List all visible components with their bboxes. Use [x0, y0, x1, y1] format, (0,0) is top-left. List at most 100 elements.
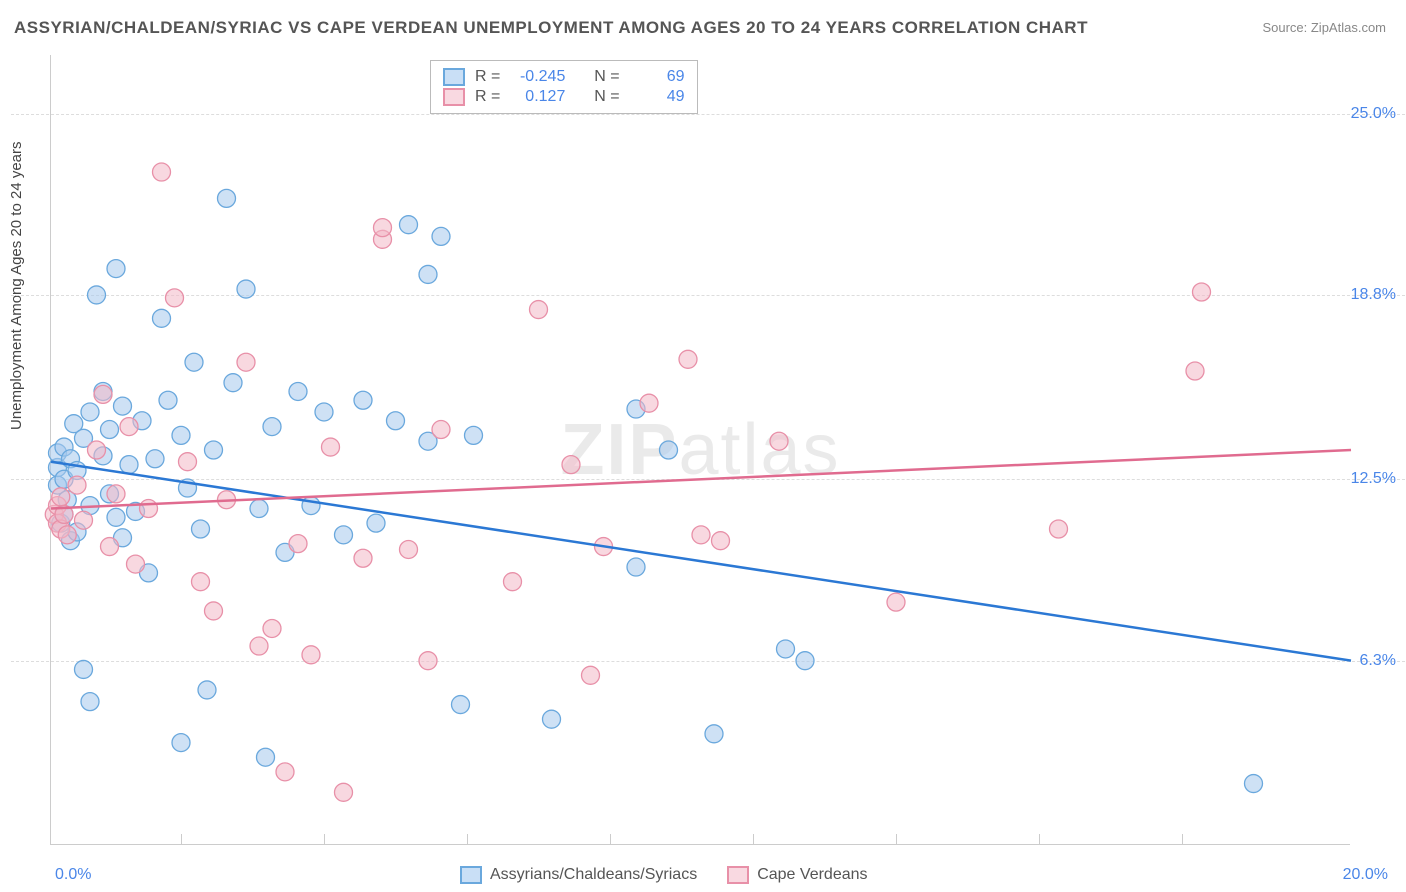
data-point [185, 353, 203, 371]
legend-series-0: Assyrians/Chaldeans/Syriacs [460, 866, 697, 884]
data-point [530, 301, 548, 319]
data-point [887, 593, 905, 611]
data-point [712, 532, 730, 550]
data-point [465, 426, 483, 444]
swatch-series-0-icon [443, 68, 465, 86]
data-point [192, 520, 210, 538]
chart-svg [51, 55, 1350, 844]
data-point [400, 540, 418, 558]
legend-stats: R = -0.245 N = 69 R = 0.127 N = 49 [430, 60, 698, 114]
x-tick-max: 20.0% [1343, 866, 1388, 884]
n-label: N = [594, 68, 619, 86]
data-point [354, 549, 372, 567]
legend-stats-row-1: R = 0.127 N = 49 [443, 87, 685, 107]
data-point [107, 485, 125, 503]
data-point [127, 555, 145, 573]
data-point [289, 535, 307, 553]
x-tick-mark [181, 834, 182, 844]
data-point [75, 511, 93, 529]
data-point [257, 748, 275, 766]
plot-area: ZIPatlas [50, 55, 1350, 845]
data-point [153, 163, 171, 181]
data-point [640, 394, 658, 412]
data-point [192, 573, 210, 591]
y-axis-label: Unemployment Among Ages 20 to 24 years [8, 141, 25, 430]
data-point [289, 382, 307, 400]
data-point [88, 286, 106, 304]
data-point [153, 309, 171, 327]
x-tick-min: 0.0% [55, 866, 91, 884]
data-point [432, 421, 450, 439]
data-point [237, 280, 255, 298]
data-point [179, 453, 197, 471]
data-point [562, 456, 580, 474]
data-point [172, 426, 190, 444]
n-label: N = [594, 88, 619, 106]
n-value-1: 49 [630, 88, 685, 106]
data-point [120, 418, 138, 436]
data-point [263, 619, 281, 637]
data-point [627, 558, 645, 576]
data-point [452, 696, 470, 714]
data-point [237, 353, 255, 371]
data-point [107, 260, 125, 278]
data-point [114, 397, 132, 415]
data-point [1186, 362, 1204, 380]
data-point [419, 652, 437, 670]
swatch-series-1-icon [727, 866, 749, 884]
data-point [705, 725, 723, 743]
data-point [101, 421, 119, 439]
data-point [52, 488, 70, 506]
data-point [250, 500, 268, 518]
data-point [504, 573, 522, 591]
data-point [1050, 520, 1068, 538]
data-point [419, 265, 437, 283]
data-point [276, 763, 294, 781]
data-point [172, 734, 190, 752]
y-tick-label: 25.0% [1351, 105, 1396, 123]
y-tick-label: 18.8% [1351, 286, 1396, 304]
x-tick-mark [610, 834, 611, 844]
data-point [75, 660, 93, 678]
x-tick-mark [1182, 834, 1183, 844]
x-tick-mark [324, 834, 325, 844]
r-value-0: -0.245 [510, 68, 565, 86]
data-point [335, 783, 353, 801]
data-point [432, 227, 450, 245]
x-tick-mark [896, 834, 897, 844]
data-point [120, 456, 138, 474]
data-point [1245, 775, 1263, 793]
data-point [81, 693, 99, 711]
data-point [205, 441, 223, 459]
legend-series-1: Cape Verdeans [727, 866, 867, 884]
data-point [250, 637, 268, 655]
data-point [322, 438, 340, 456]
data-point [218, 189, 236, 207]
data-point [400, 216, 418, 234]
data-point [387, 412, 405, 430]
swatch-series-0-icon [460, 866, 482, 884]
data-point [582, 666, 600, 684]
data-point [1193, 283, 1211, 301]
data-point [224, 374, 242, 392]
data-point [146, 450, 164, 468]
r-value-1: 0.127 [510, 88, 565, 106]
data-point [107, 508, 125, 526]
data-point [543, 710, 561, 728]
r-label: R = [475, 88, 500, 106]
data-point [263, 418, 281, 436]
data-point [94, 385, 112, 403]
legend-stats-row-0: R = -0.245 N = 69 [443, 67, 685, 87]
data-point [335, 526, 353, 544]
data-point [58, 526, 76, 544]
data-point [198, 681, 216, 699]
data-point [140, 500, 158, 518]
trend-line [51, 462, 1351, 661]
data-point [166, 289, 184, 307]
legend-series: Assyrians/Chaldeans/Syriacs Cape Verdean… [460, 866, 868, 884]
chart-title: ASSYRIAN/CHALDEAN/SYRIAC VS CAPE VERDEAN… [14, 18, 1088, 38]
y-tick-label: 12.5% [1351, 470, 1396, 488]
x-tick-mark [467, 834, 468, 844]
data-point [302, 646, 320, 664]
data-point [660, 441, 678, 459]
